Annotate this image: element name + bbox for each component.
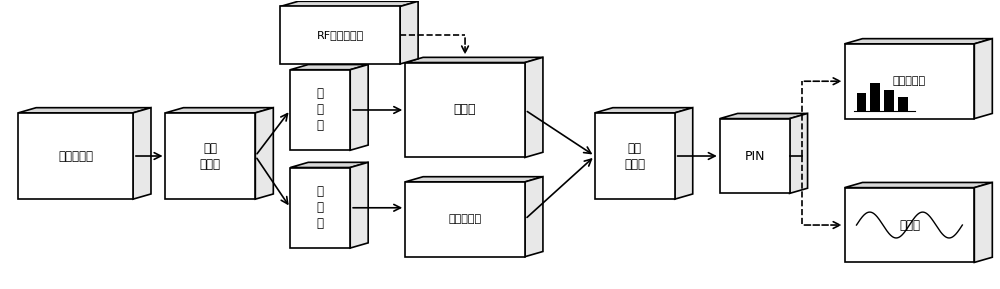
Polygon shape	[255, 108, 273, 199]
FancyBboxPatch shape	[290, 168, 350, 248]
Polygon shape	[400, 1, 418, 64]
Polygon shape	[845, 182, 992, 188]
Polygon shape	[595, 108, 693, 113]
Text: RF信号发生器: RF信号发生器	[317, 30, 364, 40]
Text: 调制器: 调制器	[454, 103, 476, 116]
Text: 衰
减
器: 衰 减 器	[317, 88, 324, 132]
Polygon shape	[18, 108, 151, 113]
FancyBboxPatch shape	[720, 118, 790, 193]
Text: 光纤
分路器: 光纤 分路器	[200, 142, 221, 171]
Text: 示波器: 示波器	[899, 218, 920, 231]
Text: 衰
减
器: 衰 减 器	[317, 185, 324, 230]
Text: 频谱分析仪: 频谱分析仪	[893, 76, 926, 86]
FancyBboxPatch shape	[280, 6, 400, 64]
Bar	[898, 97, 908, 112]
Bar	[884, 90, 894, 112]
Polygon shape	[974, 39, 992, 118]
Polygon shape	[675, 108, 693, 199]
Polygon shape	[525, 57, 543, 158]
Bar	[857, 93, 866, 112]
FancyBboxPatch shape	[845, 188, 974, 262]
Text: 光纤延迟线: 光纤延迟线	[448, 214, 482, 224]
Bar	[870, 83, 880, 112]
Polygon shape	[790, 114, 808, 193]
FancyBboxPatch shape	[18, 113, 133, 199]
Polygon shape	[350, 162, 368, 248]
Polygon shape	[845, 39, 992, 44]
Text: 光纤激光器: 光纤激光器	[58, 149, 93, 162]
FancyBboxPatch shape	[405, 182, 525, 257]
Polygon shape	[350, 64, 368, 150]
Polygon shape	[165, 108, 273, 113]
FancyBboxPatch shape	[595, 113, 675, 199]
Polygon shape	[720, 114, 808, 118]
Polygon shape	[974, 182, 992, 262]
Polygon shape	[280, 1, 418, 6]
Polygon shape	[405, 57, 543, 62]
Polygon shape	[290, 64, 368, 70]
FancyBboxPatch shape	[405, 62, 525, 158]
FancyBboxPatch shape	[845, 44, 974, 118]
Text: 光纤
合路器: 光纤 合路器	[624, 142, 645, 171]
Polygon shape	[133, 108, 151, 199]
Polygon shape	[290, 162, 368, 168]
Text: PIN: PIN	[744, 149, 765, 162]
FancyBboxPatch shape	[165, 113, 255, 199]
Polygon shape	[525, 177, 543, 257]
FancyBboxPatch shape	[290, 70, 350, 150]
Polygon shape	[405, 177, 543, 182]
